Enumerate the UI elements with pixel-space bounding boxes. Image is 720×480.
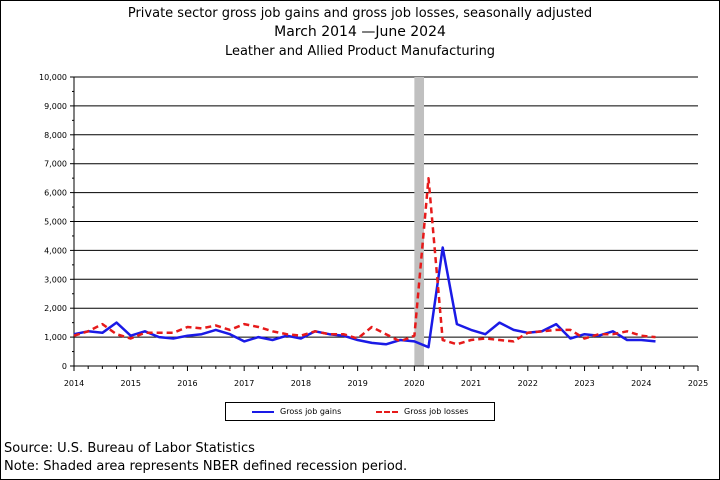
- line-chart: 0 1,000 2,000 3,000 4,000 5,000 6,000 7,000 8,00…: [39, 73, 708, 388]
- y-tick-label: 9,000: [44, 102, 67, 111]
- chart-title: Private sector gross job gains and gross…: [127, 6, 593, 21]
- legend-label-losses: Gross job losses: [404, 407, 469, 416]
- x-tick-label: 2021: [461, 379, 481, 388]
- legend-swatch-losses: [376, 410, 398, 413]
- legend-swatch-gains: [252, 410, 274, 413]
- x-tick-label: 2024: [631, 379, 651, 388]
- y-tick-label: 10,000: [39, 73, 67, 82]
- y-tick-label: 6,000: [44, 189, 67, 198]
- legend-label-gains: Gross job gains: [280, 407, 342, 416]
- x-tick-label: 2025: [688, 379, 708, 388]
- recession-shading: [414, 77, 425, 366]
- x-tick-label: 2014: [64, 379, 84, 388]
- source-note: Source: U.S. Bureau of Labor Statistics: [4, 441, 255, 456]
- x-tick-label: 2018: [291, 379, 311, 388]
- axes: [70, 76, 699, 371]
- y-tick-label: 5,000: [44, 218, 67, 227]
- x-tick-label: 2016: [177, 379, 197, 388]
- legend-item-gains: Gross job gains: [252, 403, 341, 420]
- gridlines: [74, 76, 698, 338]
- x-tick-label: 2017: [234, 379, 254, 388]
- series-line-losses: [73, 176, 656, 346]
- tick-labels: 0 1,000 2,000 3,000 4,000 5,000 6,000 7,000 8,00…: [39, 73, 708, 388]
- series-lines: [73, 176, 656, 349]
- y-tick-label: 8,000: [44, 131, 67, 140]
- chart-date-range: March 2014 —June 2024: [274, 24, 446, 40]
- chart-industry: Leather and Allied Product Manufacturing: [224, 44, 496, 59]
- series-line-gains: [73, 246, 656, 349]
- recession-band: [414, 77, 425, 366]
- recession-note: Note: Shaded area represents NBER define…: [4, 459, 408, 474]
- y-tick-label: 1,000: [44, 333, 67, 342]
- y-tick-label: 2,000: [44, 304, 67, 313]
- x-tick-label: 2022: [518, 379, 538, 388]
- x-tick-label: 2020: [404, 379, 424, 388]
- legend: Gross job gains Gross job losses: [225, 402, 495, 421]
- y-tick-label: 7,000: [44, 160, 67, 169]
- x-tick-label: 2023: [574, 379, 594, 388]
- x-tick-label: 2019: [347, 379, 367, 388]
- y-tick-label: 0: [62, 362, 67, 371]
- y-tick-label: 4,000: [44, 246, 67, 255]
- legend-item-losses: Gross job losses: [376, 403, 468, 420]
- y-tick-label: 3,000: [44, 275, 67, 284]
- x-tick-label: 2015: [121, 379, 141, 388]
